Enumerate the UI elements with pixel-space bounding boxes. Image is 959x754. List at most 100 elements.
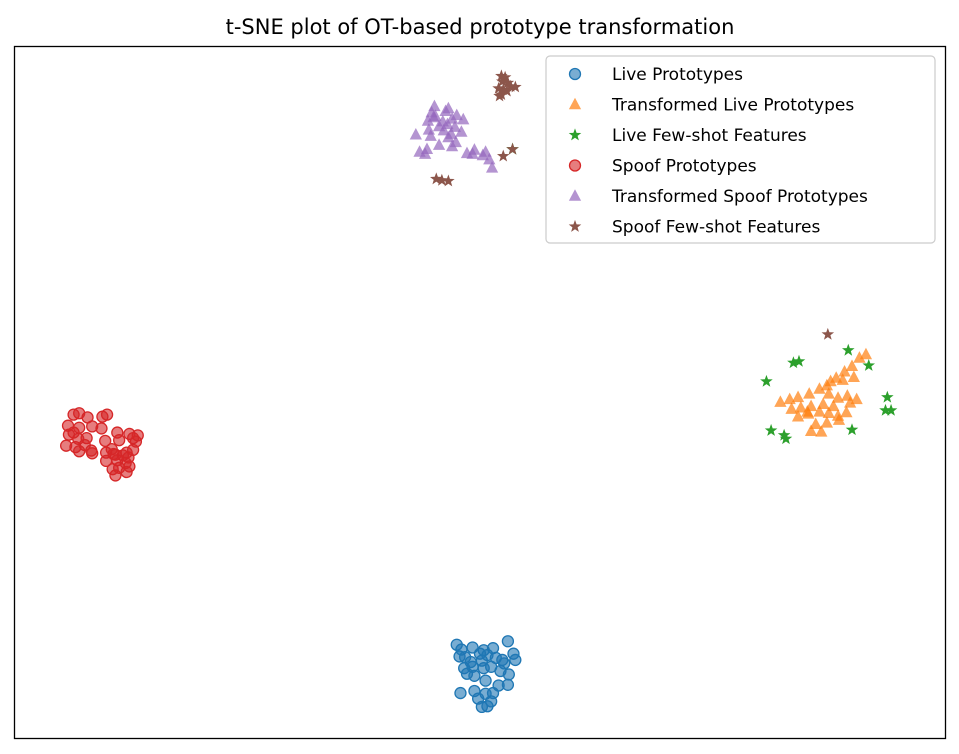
data-point (409, 127, 422, 140)
data-point (842, 343, 855, 356)
legend-box (545, 55, 936, 244)
legend-marker (568, 189, 582, 201)
data-point (86, 447, 99, 460)
data-point (787, 356, 800, 369)
legend-label: Transformed Live Prototypes (611, 96, 854, 116)
data-point (801, 405, 814, 417)
data-point (847, 370, 860, 383)
data-point (419, 147, 432, 159)
series-2 (774, 347, 873, 437)
series-5 (409, 99, 499, 173)
data-point (859, 347, 873, 360)
data-point (424, 129, 437, 141)
data-point (803, 387, 816, 399)
data-point (850, 392, 863, 405)
series-4 (60, 407, 144, 482)
data-point (502, 668, 515, 681)
data-point (884, 403, 898, 416)
chart-title: t-SNE plot of OT-based prototype transfo… (226, 15, 735, 39)
data-point (498, 70, 512, 83)
legend-marker (568, 67, 582, 81)
data-point (421, 114, 435, 126)
data-point (838, 364, 851, 377)
data-point (832, 413, 846, 425)
data-point (862, 358, 876, 371)
legend-marker (568, 219, 582, 232)
data-point (479, 674, 492, 687)
data-point (821, 327, 835, 340)
data-point (500, 84, 514, 97)
legend-marker (568, 159, 582, 172)
data-point (493, 89, 506, 102)
data-point (454, 686, 467, 700)
data-point (881, 390, 894, 403)
data-point (468, 143, 481, 155)
data-point (760, 374, 773, 387)
data-point (100, 408, 114, 421)
data-point (445, 127, 458, 139)
data-point (120, 465, 133, 479)
legend-marker (568, 97, 582, 110)
plot-frame (13, 45, 947, 740)
data-point (73, 445, 86, 458)
data-point (432, 138, 446, 150)
data-point (95, 422, 108, 435)
points-layer (60, 69, 898, 714)
data-point (113, 434, 126, 447)
legend: Live Prototypes Transformed Live Prototyp… (545, 55, 936, 244)
data-point (475, 700, 489, 714)
data-point (435, 173, 449, 186)
data-point (836, 373, 849, 385)
data-point (827, 399, 840, 412)
data-point (442, 174, 455, 187)
data-point (496, 149, 510, 162)
data-point (777, 428, 791, 441)
data-point (791, 390, 805, 403)
data-point (479, 145, 492, 157)
data-point (815, 425, 828, 437)
data-point (509, 80, 522, 93)
series-6 (430, 69, 835, 340)
data-point (445, 139, 459, 152)
data-point (457, 112, 470, 125)
data-point (845, 359, 859, 372)
legend-label: Live Few-shot Features (612, 126, 807, 146)
data-point (840, 405, 853, 418)
data-point (109, 469, 122, 482)
data-point (785, 402, 798, 414)
data-point (498, 657, 511, 670)
data-point (764, 423, 778, 436)
data-point (804, 424, 818, 436)
data-point (429, 109, 442, 121)
data-point (845, 423, 859, 436)
data-point (783, 392, 796, 405)
data-point (439, 104, 452, 117)
data-point (879, 403, 892, 416)
data-point (468, 669, 481, 682)
data-point (791, 409, 805, 422)
legend-label: Transformed Spoof Prototypes (611, 187, 868, 207)
data-point (822, 406, 835, 418)
legend-label: Live Prototypes (612, 65, 743, 85)
data-point (99, 434, 112, 448)
data-point (774, 395, 787, 407)
legend-marker (568, 128, 582, 141)
data-point (509, 653, 522, 667)
series-1 (450, 635, 522, 714)
data-point (501, 76, 515, 89)
data-point (67, 426, 80, 439)
data-point (475, 654, 489, 667)
legend-label: Spoof Few-shot Features (612, 218, 820, 238)
data-point (779, 432, 793, 445)
data-point (813, 405, 826, 417)
data-point (501, 635, 515, 648)
data-point (464, 655, 477, 669)
data-point (794, 400, 807, 413)
data-point (831, 391, 845, 403)
data-point (822, 387, 835, 399)
data-point (792, 354, 806, 367)
data-point (506, 142, 519, 155)
legend-label: Spoof Prototypes (612, 157, 757, 177)
data-point (483, 152, 496, 165)
